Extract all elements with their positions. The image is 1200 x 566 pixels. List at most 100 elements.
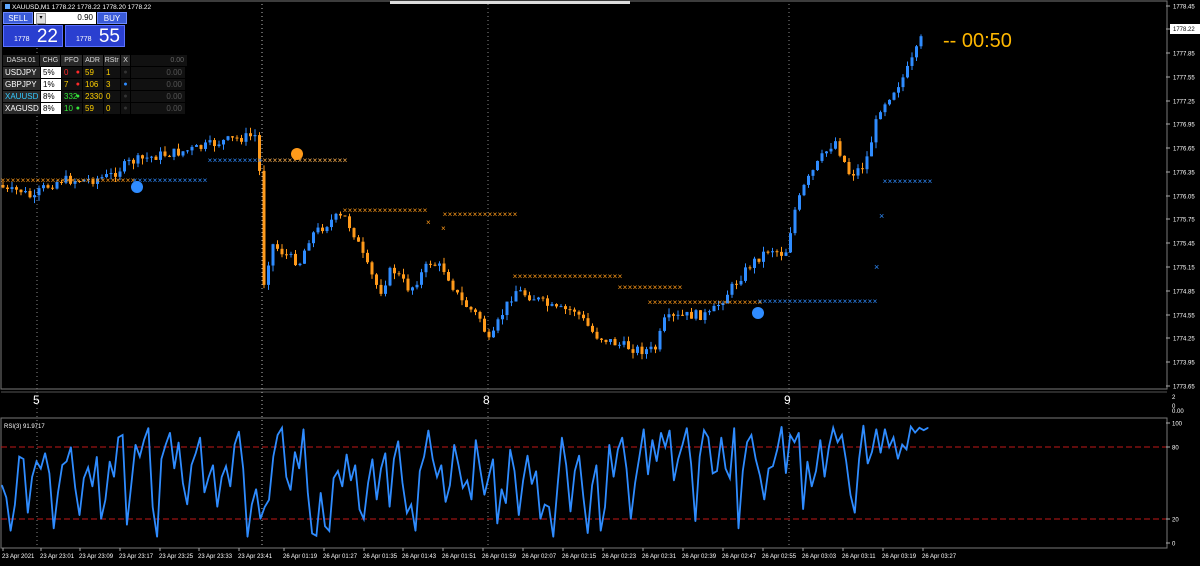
support-line-mark: × xyxy=(283,156,288,165)
candle xyxy=(879,112,882,120)
rsi-point xyxy=(445,501,447,503)
lot-size-input[interactable]: 0.90 xyxy=(34,12,96,24)
support-line-mark: × xyxy=(163,176,168,185)
candle xyxy=(690,311,693,319)
candle xyxy=(6,187,9,190)
alert-dot-icon[interactable]: ● xyxy=(121,67,131,78)
row-pfo-value: 10 xyxy=(64,104,73,113)
resistance-line-mark: × xyxy=(633,283,638,292)
candle xyxy=(141,155,144,159)
dashboard-tab[interactable]: DASH.01 xyxy=(3,55,41,66)
header-chg[interactable]: CHG xyxy=(40,55,62,66)
row-symbol[interactable]: USDJPY xyxy=(3,67,41,78)
rsi-point xyxy=(74,487,76,489)
support-line-mark: × xyxy=(263,156,268,165)
rsi-point xyxy=(130,484,132,486)
candle xyxy=(919,36,923,47)
buy-price-pips: 55 xyxy=(98,26,120,47)
resistance-line-mark: × xyxy=(368,206,373,215)
rsi-point xyxy=(789,434,791,436)
row-symbol[interactable]: XAUUSD xyxy=(3,91,41,102)
candle xyxy=(735,283,738,285)
status-dot-icon: ● xyxy=(75,81,80,88)
rsi-point xyxy=(354,464,356,466)
support-line-mark: × xyxy=(308,156,313,165)
candle xyxy=(154,156,158,160)
dashboard-row[interactable]: GBPJPY 1% 7 ● 106 3 ● 0.00 xyxy=(3,79,188,90)
rsi-point xyxy=(755,458,757,460)
rsi-point xyxy=(225,465,227,467)
resistance-line-mark: × xyxy=(453,210,458,219)
rsi-point xyxy=(910,426,912,428)
candle xyxy=(433,264,437,266)
time-label: 26 Apr 02:15 xyxy=(562,554,597,560)
sell-button[interactable]: SELL xyxy=(3,12,33,24)
header-adr[interactable]: ADR xyxy=(82,55,104,66)
candle xyxy=(271,244,275,266)
rsi-point xyxy=(905,448,908,450)
header-close[interactable]: X xyxy=(120,55,132,66)
rsi-point xyxy=(625,468,628,470)
candle xyxy=(235,137,239,139)
resistance-line-mark: × xyxy=(488,210,493,219)
candle xyxy=(798,195,801,210)
rsi-point xyxy=(854,512,856,514)
resistance-line-mark: × xyxy=(673,298,678,307)
row-pfo: 7 ● xyxy=(62,79,83,90)
dashboard-row[interactable]: XAGUSD 8% 10 ● 59 0 ● 0.00 xyxy=(3,103,188,114)
support-line-mark: × xyxy=(248,156,253,165)
session-label: 8 xyxy=(483,393,490,407)
sell-price-button[interactable]: 1778 22 xyxy=(3,25,63,47)
scale-label: 2 xyxy=(1172,395,1176,401)
candle xyxy=(51,187,54,189)
rsi-point xyxy=(363,518,365,520)
rsi-point xyxy=(371,458,373,460)
rsi-point xyxy=(531,483,533,485)
resistance-mark: × xyxy=(441,224,446,233)
buy-button[interactable]: BUY xyxy=(97,12,127,24)
alert-dot-icon[interactable]: ● xyxy=(121,103,131,114)
buy-price-button[interactable]: 1778 55 xyxy=(65,25,125,47)
resistance-line-mark: × xyxy=(468,210,473,219)
resistance-line-mark: × xyxy=(328,156,333,165)
candle xyxy=(838,141,842,156)
rsi-point xyxy=(10,530,12,532)
sell-price-pips: 22 xyxy=(36,26,58,47)
dashboard-row[interactable]: USDJPY 5% 0 ● 59 1 ● 0.00 xyxy=(3,67,188,78)
rsi-point xyxy=(397,440,399,442)
candle xyxy=(348,216,351,229)
support-line-mark: × xyxy=(873,297,878,306)
lot-dropdown-icon[interactable]: ▾ xyxy=(36,13,46,24)
rsi-scale-label: 20 xyxy=(1172,518,1179,524)
support-line-mark: × xyxy=(243,156,248,165)
resistance-line-mark: × xyxy=(648,283,653,292)
price-label: 1774.85 xyxy=(1173,290,1195,296)
candle xyxy=(906,65,909,78)
rsi-point xyxy=(117,436,119,438)
row-symbol[interactable]: GBPJPY xyxy=(3,79,41,90)
header-rstr[interactable]: RStr xyxy=(103,55,121,66)
rsi-point xyxy=(470,499,473,501)
dashboard-row[interactable]: XAUUSD 8% 332 ● 2330 0 ● 0.00 xyxy=(3,91,188,102)
price-label: 1775.75 xyxy=(1173,218,1195,224)
candle xyxy=(136,155,140,164)
alert-dot-icon[interactable]: ● xyxy=(121,79,131,90)
candle xyxy=(496,319,500,331)
rsi-point xyxy=(367,482,369,484)
support-line-mark: × xyxy=(273,156,278,165)
support-line-mark: × xyxy=(313,156,318,165)
status-dot-icon: ● xyxy=(75,69,80,76)
row-symbol[interactable]: XAGUSD xyxy=(3,103,41,114)
rsi-point xyxy=(785,472,787,474)
candle xyxy=(429,263,432,265)
rsi-point xyxy=(725,468,727,470)
alert-dot-icon[interactable]: ● xyxy=(121,91,131,102)
header-pfo[interactable]: PFO xyxy=(61,55,83,66)
row-change: 8% xyxy=(41,91,62,102)
resistance-line: × × × × × × × × × × × × × × × × × xyxy=(343,206,428,215)
resistance-line-mark: × xyxy=(693,298,698,307)
candle xyxy=(213,140,216,147)
rsi-point xyxy=(104,499,106,501)
